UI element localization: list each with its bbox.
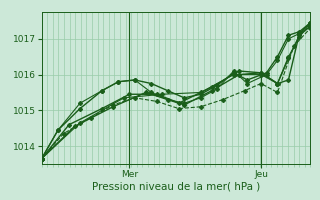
X-axis label: Pression niveau de la mer( hPa ): Pression niveau de la mer( hPa ) xyxy=(92,181,260,191)
